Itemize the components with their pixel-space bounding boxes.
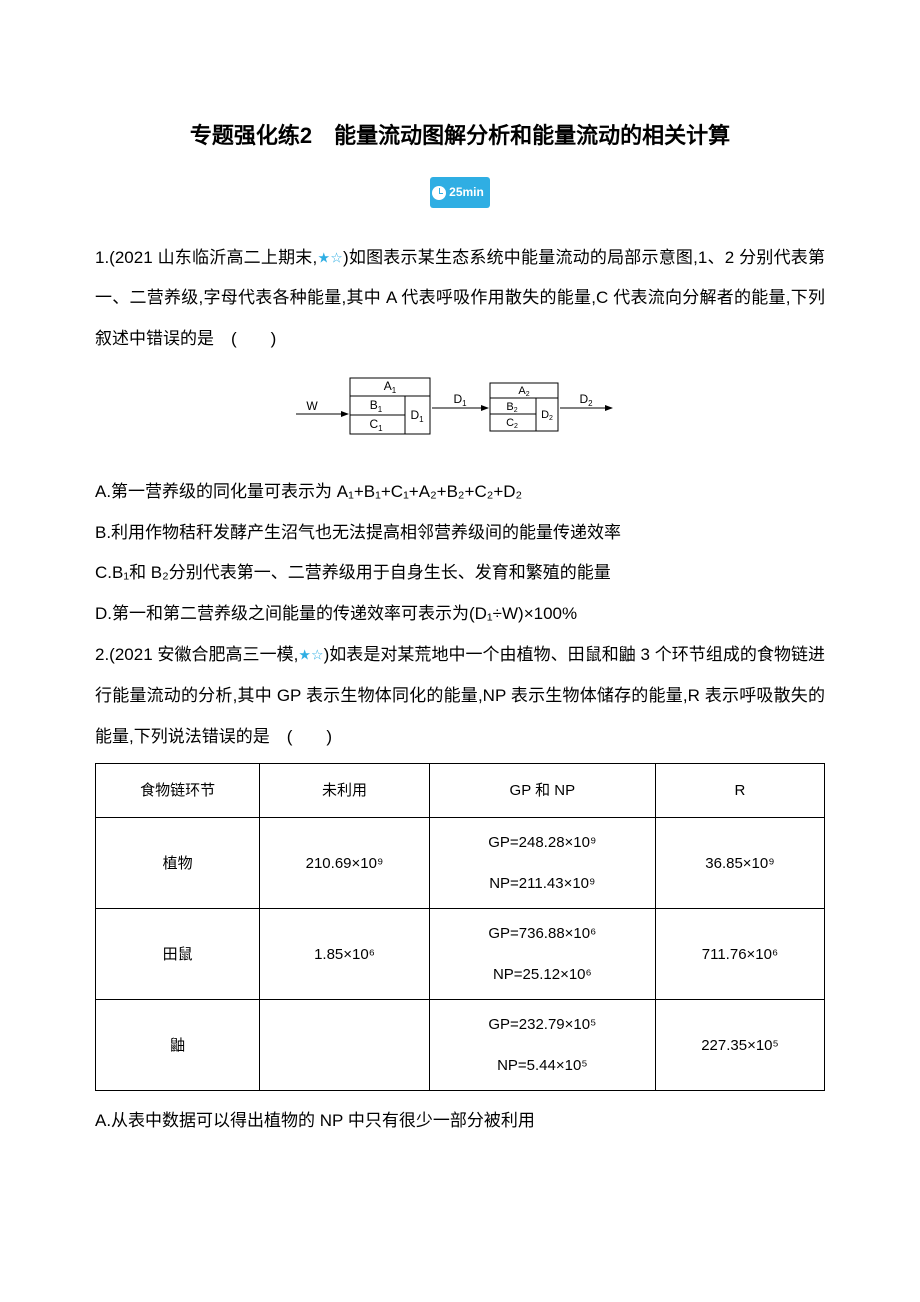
svg-text:A2: A2 bbox=[518, 385, 529, 398]
cell-np: NP=211.43×10⁹ bbox=[436, 863, 649, 904]
q1-option-b: B.利用作物秸秆发酵产生沼气也无法提高相邻营养级间的能量传递效率 bbox=[95, 513, 825, 554]
col-r: R bbox=[655, 764, 824, 818]
q2-option-a: A.从表中数据可以得出植物的 NP 中只有很少一部分被利用 bbox=[95, 1101, 825, 1142]
svg-text:C1: C1 bbox=[369, 417, 383, 433]
clock-icon bbox=[432, 186, 446, 200]
col-unused: 未利用 bbox=[260, 764, 429, 818]
col-gpnp: GP 和 NP bbox=[429, 764, 655, 818]
timer-row: 25min bbox=[95, 175, 825, 216]
q1-stem: 1.(2021 山东临沂高二上期末,★☆)如图表示某生态系统中能量流动的局部示意… bbox=[95, 238, 825, 360]
cell-gp: GP=248.28×10⁹ bbox=[436, 822, 649, 863]
q2-stem-a: 2.(2021 安徽合肥高三一模, bbox=[95, 645, 298, 664]
energy-flow-diagram: W A1 B1 C1 D1 D1 A2 B2 C2 D2 D2 bbox=[95, 368, 825, 462]
q1-option-c: C.B₁和 B₂分别代表第一、二营养级用于自身生长、发育和繁殖的能量 bbox=[95, 553, 825, 594]
diagram-label-W: W bbox=[306, 399, 318, 413]
svg-text:B2: B2 bbox=[506, 401, 517, 414]
cell-r: 711.76×10⁶ bbox=[655, 909, 824, 1000]
svg-text:D2: D2 bbox=[579, 392, 593, 408]
q1-option-d: D.第一和第二营养级之间能量的传递效率可表示为(D₁÷W)×100% bbox=[95, 594, 825, 635]
cell-gpnp: GP=248.28×10⁹ NP=211.43×10⁹ bbox=[429, 818, 655, 909]
star-icon: ★☆ bbox=[317, 249, 343, 265]
svg-text:C2: C2 bbox=[506, 417, 518, 430]
cell-unused: 210.69×10⁹ bbox=[260, 818, 429, 909]
cell-gpnp: GP=736.88×10⁶ NP=25.12×10⁶ bbox=[429, 909, 655, 1000]
cell-name: 田鼠 bbox=[96, 909, 260, 1000]
cell-gp: GP=736.88×10⁶ bbox=[436, 913, 649, 954]
timer-badge: 25min bbox=[430, 177, 490, 208]
col-chain: 食物链环节 bbox=[96, 764, 260, 818]
table-row: 植物 210.69×10⁹ GP=248.28×10⁹ NP=211.43×10… bbox=[96, 818, 825, 909]
cell-np: NP=5.44×10⁵ bbox=[436, 1045, 649, 1086]
timer-label: 25min bbox=[449, 178, 484, 207]
page-title: 专题强化练2 能量流动图解分析和能量流动的相关计算 bbox=[95, 110, 825, 163]
star-icon: ★☆ bbox=[298, 647, 323, 663]
cell-r: 36.85×10⁹ bbox=[655, 818, 824, 909]
svg-text:D1: D1 bbox=[453, 392, 467, 408]
table-row: 鼬 GP=232.79×10⁵ NP=5.44×10⁵ 227.35×10⁵ bbox=[96, 1000, 825, 1091]
cell-name: 植物 bbox=[96, 818, 260, 909]
q2-stem: 2.(2021 安徽合肥高三一模,★☆)如表是对某荒地中一个由植物、田鼠和鼬 3… bbox=[95, 635, 825, 757]
energy-table: 食物链环节 未利用 GP 和 NP R 植物 210.69×10⁹ GP=248… bbox=[95, 763, 825, 1091]
cell-unused bbox=[260, 1000, 429, 1091]
q1-option-a: A.第一营养级的同化量可表示为 A₁+B₁+C₁+A₂+B₂+C₂+D₂ bbox=[95, 472, 825, 513]
cell-gpnp: GP=232.79×10⁵ NP=5.44×10⁵ bbox=[429, 1000, 655, 1091]
table-header-row: 食物链环节 未利用 GP 和 NP R bbox=[96, 764, 825, 818]
cell-gp: GP=232.79×10⁵ bbox=[436, 1004, 649, 1045]
svg-text:D2: D2 bbox=[541, 409, 553, 422]
cell-r: 227.35×10⁵ bbox=[655, 1000, 824, 1091]
q1-stem-a: 1.(2021 山东临沂高二上期末, bbox=[95, 248, 317, 267]
cell-np: NP=25.12×10⁶ bbox=[436, 954, 649, 995]
table-row: 田鼠 1.85×10⁶ GP=736.88×10⁶ NP=25.12×10⁶ 7… bbox=[96, 909, 825, 1000]
svg-text:D1: D1 bbox=[410, 408, 424, 424]
cell-unused: 1.85×10⁶ bbox=[260, 909, 429, 1000]
cell-name: 鼬 bbox=[96, 1000, 260, 1091]
svg-text:A1: A1 bbox=[384, 379, 397, 395]
svg-text:B1: B1 bbox=[370, 398, 383, 414]
